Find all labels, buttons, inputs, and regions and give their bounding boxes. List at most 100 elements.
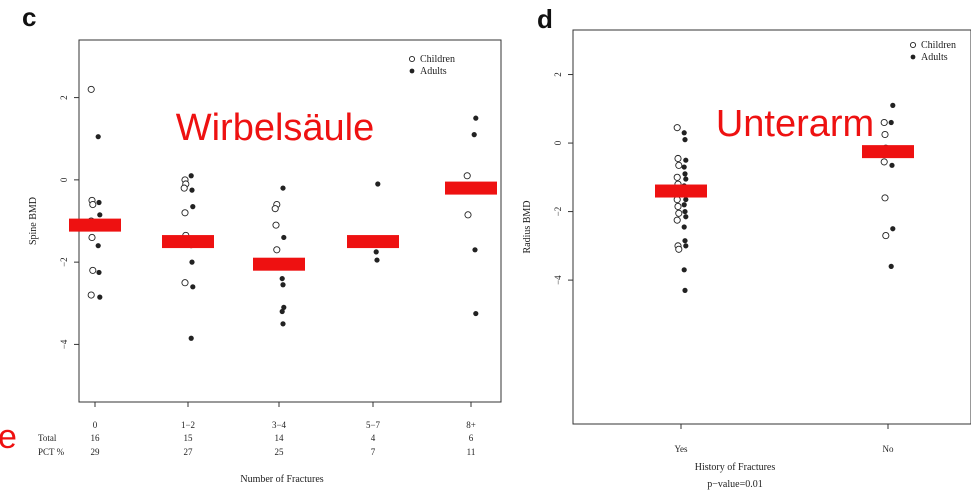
data-point-adults	[683, 214, 689, 220]
data-point-adults	[682, 137, 688, 143]
legend-marker-adults	[910, 54, 916, 60]
data-point-children	[673, 173, 681, 181]
data-point-children	[881, 194, 889, 202]
data-point-adults	[681, 202, 687, 208]
panel-letter: d	[537, 4, 553, 34]
data-point-children	[674, 154, 682, 163]
data-point-children	[675, 161, 683, 169]
data-point-children	[181, 279, 189, 287]
table-row-label: Total	[38, 433, 57, 443]
data-point-children	[273, 246, 281, 254]
data-point-adults	[374, 257, 380, 263]
panel-letter: c	[22, 2, 36, 32]
data-point-children	[675, 245, 683, 253]
table-cell: 14	[275, 433, 285, 443]
data-point-adults	[889, 162, 895, 168]
data-point-children	[89, 266, 97, 274]
data-point-children	[673, 216, 681, 224]
data-point-adults	[375, 181, 381, 187]
table-cell: 27	[184, 447, 194, 457]
data-point-adults	[682, 208, 688, 215]
x-tick-label: No	[883, 444, 894, 454]
mean-bar	[253, 257, 305, 271]
data-point-adults	[683, 196, 689, 203]
data-point-adults	[95, 243, 101, 249]
data-point-adults	[279, 308, 285, 315]
y-axis-label: Radius BMD	[522, 200, 533, 253]
mean-bar	[347, 235, 399, 249]
data-point-adults	[279, 275, 285, 282]
data-point-children	[675, 209, 683, 217]
data-point-adults	[281, 304, 287, 310]
x-tick-label: 8+	[466, 420, 476, 430]
y-tick-label: 0	[59, 177, 69, 182]
data-point-children	[271, 205, 279, 213]
chart-subtitle: p−value=0.01	[707, 479, 762, 490]
data-point-children	[180, 184, 188, 192]
mean-bar	[69, 218, 121, 232]
partial-panel-letter: e	[0, 418, 17, 456]
data-point-adults	[188, 335, 194, 341]
data-point-children	[880, 118, 888, 127]
data-point-children	[673, 124, 681, 132]
data-point-adults	[97, 212, 103, 218]
x-tick-label: 3−4	[272, 420, 287, 430]
data-point-children	[463, 172, 471, 180]
data-point-children	[880, 158, 888, 166]
data-point-adults	[890, 226, 896, 232]
plot-frame	[572, 29, 971, 425]
x-axis-label: Number of Fractures	[240, 474, 323, 485]
y-tick-label: −4	[59, 339, 69, 349]
data-point-adults	[682, 238, 688, 244]
table-cell: 11	[467, 447, 476, 457]
data-point-adults	[681, 130, 687, 136]
table-row-label: PCT %	[38, 447, 65, 457]
data-point-adults	[683, 157, 689, 163]
data-point-adults	[682, 171, 688, 177]
mean-bar	[445, 181, 497, 195]
data-point-children	[89, 200, 97, 209]
data-point-adults	[473, 115, 479, 121]
data-point-adults	[681, 164, 687, 170]
y-tick-label: −4	[553, 275, 563, 285]
data-point-adults	[683, 243, 689, 249]
x-tick-label: Yes	[674, 444, 688, 454]
data-point-adults	[188, 173, 194, 179]
data-point-adults	[473, 310, 479, 317]
overlay-label: Wirbelsäule	[176, 107, 375, 149]
data-point-adults	[890, 102, 896, 108]
data-point-adults	[682, 287, 688, 293]
data-point-adults	[280, 321, 286, 327]
legend-entry: Children	[420, 54, 455, 65]
y-tick-label: 2	[553, 72, 563, 77]
legend-marker-children	[909, 41, 917, 49]
table-cell: 6	[469, 433, 474, 443]
data-point-adults	[888, 263, 894, 269]
table-cell: 15	[184, 433, 194, 443]
data-point-adults	[472, 247, 478, 253]
data-point-adults	[373, 249, 379, 255]
x-tick-label: 0	[93, 420, 98, 430]
data-point-adults	[190, 284, 196, 290]
table-cell: 25	[275, 447, 285, 457]
x-tick-label: 1−2	[181, 420, 195, 430]
data-point-adults	[681, 267, 687, 273]
overlay-label: Unterarm	[716, 103, 874, 145]
y-tick-label: −2	[59, 257, 69, 267]
data-point-children	[674, 202, 682, 210]
y-tick-label: −2	[553, 207, 563, 217]
table-cell: 7	[371, 447, 376, 457]
data-point-children	[88, 233, 96, 242]
y-axis-label: Spine BMD	[28, 197, 39, 245]
y-tick-label: 2	[59, 95, 69, 100]
legend-marker-children	[408, 55, 416, 63]
data-point-adults	[888, 119, 894, 126]
data-point-adults	[683, 176, 689, 182]
legend-entry: Children	[921, 40, 956, 51]
data-point-children	[87, 291, 95, 299]
x-axis-label: History of Fractures	[695, 462, 776, 473]
data-point-adults	[189, 259, 195, 265]
data-point-children	[87, 85, 95, 93]
data-point-adults	[96, 199, 102, 206]
panel-c: c 2 0 −2 −4 Spine BMD 0 1−2 3−4 5−7 8+ Total 16 15 14 4…	[22, 2, 502, 485]
